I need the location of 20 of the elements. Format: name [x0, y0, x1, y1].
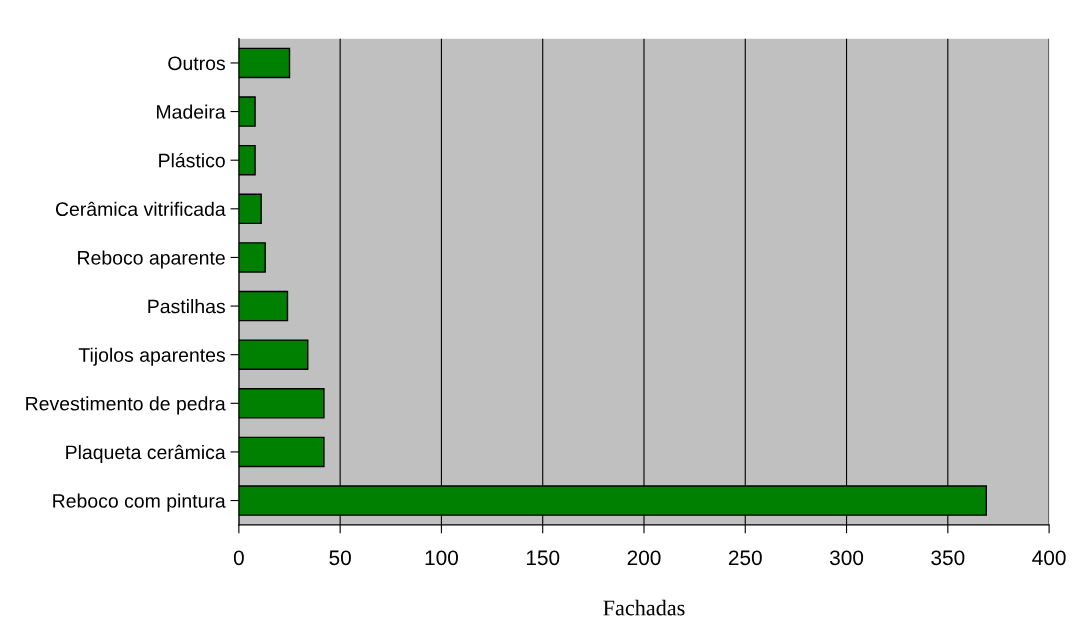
y-tick-label: Tijolos aparentes — [78, 347, 225, 366]
x-tick-label: 150 — [526, 550, 560, 566]
x-tick-label: 50 — [329, 550, 351, 566]
y-tick-label: Pastilhas — [148, 299, 225, 314]
x-tick-label: 0 — [233, 550, 244, 566]
x-tick-label: 100 — [425, 550, 458, 566]
x-tick-label: 300 — [829, 550, 864, 566]
x-tick-label: 250 — [728, 550, 762, 566]
x-axis-title: Fachadas — [603, 599, 685, 616]
x-tick-label: 350 — [931, 550, 965, 566]
y-tick-label: Madeira — [157, 104, 226, 119]
y-tick-label: Reboco com pintura — [53, 493, 226, 512]
y-tick-label: Revestimento de pedra — [26, 396, 226, 415]
y-tick-label: Reboco aparente — [78, 250, 225, 269]
x-tick-label: 200 — [627, 550, 661, 566]
y-tick-label: Cerâmica vitrificada — [55, 201, 226, 217]
y-tick-label: Outros — [168, 56, 225, 71]
y-tick-label: Plástico — [159, 152, 225, 168]
y-tick-label: Plaqueta cerâmica — [66, 444, 226, 464]
x-tick-label: 400 — [1032, 550, 1066, 566]
